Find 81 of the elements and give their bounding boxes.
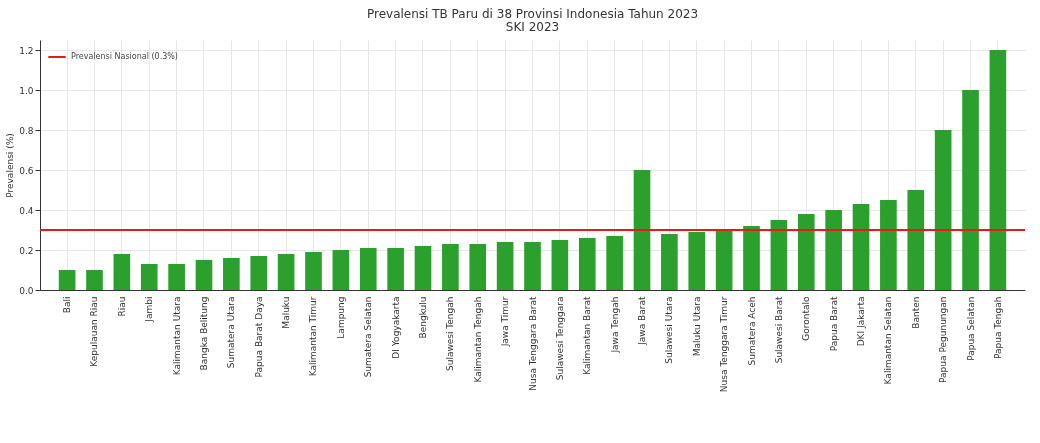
bar	[250, 256, 268, 290]
bar	[770, 220, 788, 290]
x-tick-label: Jawa Timur	[500, 296, 511, 348]
bar	[86, 270, 103, 290]
y-tick-label: 0.6	[19, 165, 34, 176]
bar	[989, 50, 1007, 290]
bar	[414, 246, 432, 290]
bar	[524, 242, 541, 290]
x-tick-label: Papua Pegunungan	[938, 296, 949, 383]
x-tick-label: Jawa Barat	[637, 296, 648, 346]
x-tick-label: Jambi	[144, 296, 155, 323]
bar	[469, 244, 487, 290]
chart-subtitle: SKI 2023	[505, 20, 560, 34]
bar	[305, 252, 322, 290]
bar	[195, 260, 213, 290]
y-tick-label: 0.4	[19, 205, 34, 216]
bar	[715, 230, 733, 290]
bar	[277, 254, 295, 290]
y-tick-label: 1.2	[19, 45, 34, 56]
x-tick-label: Bali	[62, 296, 73, 314]
x-tick-label: Sumatera Aceh	[746, 296, 757, 366]
bar	[852, 204, 870, 290]
x-tick-label: Kalimantan Utara	[171, 296, 182, 376]
x-tick-label: Papua Tengah	[992, 296, 1003, 359]
x-tick-label: Banten	[910, 296, 921, 329]
x-tick-label: Bengkulu	[417, 296, 428, 339]
bar	[551, 240, 569, 290]
x-tick-label: Kepulauan Riau	[89, 296, 100, 367]
x-tick-label: Sulawesi Tenggara	[554, 296, 565, 381]
bar	[880, 200, 897, 290]
bar	[934, 130, 952, 290]
x-tick-label: Sumatera Utara	[226, 296, 237, 369]
bar	[387, 248, 404, 290]
y-tick-label: 0.0	[19, 285, 34, 296]
bar	[962, 90, 979, 290]
bar	[168, 264, 185, 290]
x-tick-label: Sulawesi Tengah	[445, 296, 456, 372]
x-tick-label: Kalimantan Timur	[308, 296, 319, 377]
x-tick-label: Sulawesi Barat	[773, 296, 784, 364]
x-tick-label: Sulawesi Utara	[664, 296, 675, 364]
x-tick-label: Sumatera Selatan	[363, 296, 374, 378]
x-tick-label: Riau	[116, 296, 127, 317]
bar	[633, 170, 651, 290]
x-tick-label: Kalimantan Selatan	[883, 296, 894, 385]
x-tick-label: Lampung	[335, 296, 346, 339]
y-axis-title: Prevalensi (%)	[5, 133, 16, 198]
bar	[140, 264, 158, 290]
x-tick-label: Kalimantan Barat	[582, 296, 593, 375]
bar	[743, 226, 760, 290]
x-tick-label: DKI Jakarta	[856, 296, 867, 347]
chart-title: Prevalensi TB Paru di 38 Provinsi Indonesia Tahun 2023	[366, 7, 699, 21]
bar	[58, 270, 76, 290]
x-tick-label: Gorontalo	[801, 296, 812, 341]
x-tick-label: Maluku Utara	[691, 296, 702, 357]
bar	[688, 232, 706, 290]
bar	[606, 236, 623, 290]
legend-label: Prevalensi Nasional (0.3%)	[71, 52, 178, 61]
y-tick-label: 0.8	[19, 125, 34, 136]
x-tick-label: Papua Barat	[828, 296, 839, 352]
bar	[907, 190, 925, 290]
x-tick-label: DI Yogyakarta	[390, 296, 401, 359]
y-tick-label: 0.2	[19, 245, 34, 256]
x-tick-label: Maluku	[281, 296, 292, 329]
x-tick-label: Bangka Belitung	[198, 296, 209, 371]
bar	[332, 250, 350, 290]
bar	[578, 238, 596, 290]
bar	[496, 242, 514, 290]
bar	[223, 258, 240, 290]
x-tick-label: Papua Barat Daya	[253, 296, 264, 378]
y-tick-label: 1.0	[19, 85, 34, 96]
bar	[661, 234, 678, 290]
x-tick-label: Papua Selatan	[965, 296, 976, 361]
bar	[113, 254, 131, 290]
bar	[442, 244, 459, 290]
bar	[825, 210, 842, 290]
bar	[359, 248, 377, 290]
x-tick-label: Jawa Tengah	[609, 296, 620, 354]
x-tick-label: Nusa Tenggara Timur	[719, 296, 730, 393]
x-tick-label: Kalimantan Tengah	[472, 296, 483, 383]
bar	[797, 214, 815, 290]
x-tick-label: Nusa Tenggara Barat	[527, 296, 538, 391]
